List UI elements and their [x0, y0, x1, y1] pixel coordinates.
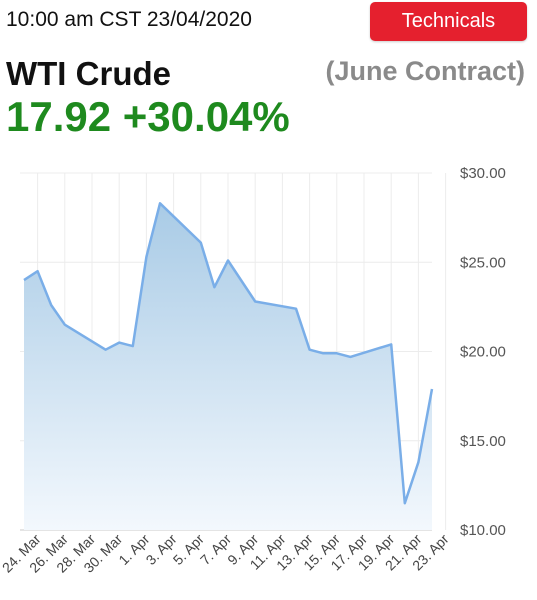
- price-area: [24, 203, 432, 531]
- y-axis-labels: $30.00 $25.00 $20.00 $15.00 $10.00: [460, 165, 506, 539]
- price-change: +30.04%: [122, 93, 290, 140]
- instrument-name: WTI Crude: [6, 55, 171, 92]
- y-tick-label: $25.00: [460, 254, 506, 271]
- y-tick-label: $30.00: [460, 165, 506, 182]
- price-line: [23, 202, 434, 505]
- timestamp: 10:00 am CST 23/04/2020: [6, 8, 252, 31]
- y-tick-label: $20.00: [460, 344, 506, 361]
- y-tick-label: $10.00: [460, 522, 506, 539]
- technicals-button[interactable]: Technicals: [370, 2, 527, 41]
- price-value: 17.92: [6, 93, 112, 140]
- price-quote: 17.92 +30.04%: [6, 93, 290, 141]
- y-tick-label: $15.00: [460, 433, 506, 450]
- contract-label: (June Contract): [325, 56, 525, 86]
